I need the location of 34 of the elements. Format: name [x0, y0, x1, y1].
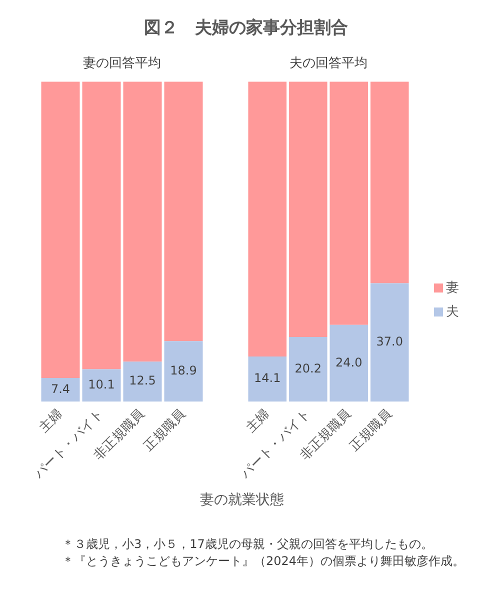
- x-tick-label: 主婦: [242, 406, 273, 436]
- text: 図２ 夫婦の家事分担割合: [143, 17, 349, 39]
- data-label: 20.2: [294, 361, 322, 376]
- bar: [164, 82, 203, 342]
- text: ＊『とうきょうこどもアンケート』（2024年）の個票より舞田敏彦作成。: [62, 553, 466, 570]
- bar: [82, 82, 121, 370]
- bar: [288, 336, 328, 402]
- chart-subtitle: 夫の回答平均: [290, 56, 368, 72]
- text: ＊３歳児，小3，小５，17歳児の母親・父親の回答を平均したもの。: [62, 536, 434, 553]
- bar: [288, 82, 328, 337]
- data-label: 7.4: [50, 382, 70, 396]
- legend-label: 夫: [446, 304, 459, 320]
- bar: [248, 356, 287, 402]
- chart-subtitle: 妻の回答平均: [83, 56, 161, 72]
- bar: [330, 324, 368, 402]
- bar: [41, 82, 80, 378]
- data-label: 14.1: [254, 371, 281, 386]
- bar: [123, 362, 162, 402]
- bar: [82, 369, 121, 402]
- bar: [123, 82, 162, 362]
- data-label: 12.5: [129, 374, 156, 388]
- bar: [370, 283, 409, 402]
- bar: [330, 82, 368, 325]
- legend-label: 妻: [446, 280, 459, 296]
- data-label: 24.0: [336, 355, 362, 370]
- bar: [370, 82, 409, 284]
- data-label: 10.1: [88, 378, 115, 392]
- bar: [164, 341, 203, 402]
- x-axis-title: 妻の就業状態: [199, 491, 285, 510]
- data-label: 37.0: [376, 334, 403, 349]
- bar: [248, 82, 287, 356]
- data-label: 18.9: [170, 364, 197, 378]
- bar: [41, 378, 80, 402]
- x-tick-label: 主婦: [36, 406, 66, 436]
